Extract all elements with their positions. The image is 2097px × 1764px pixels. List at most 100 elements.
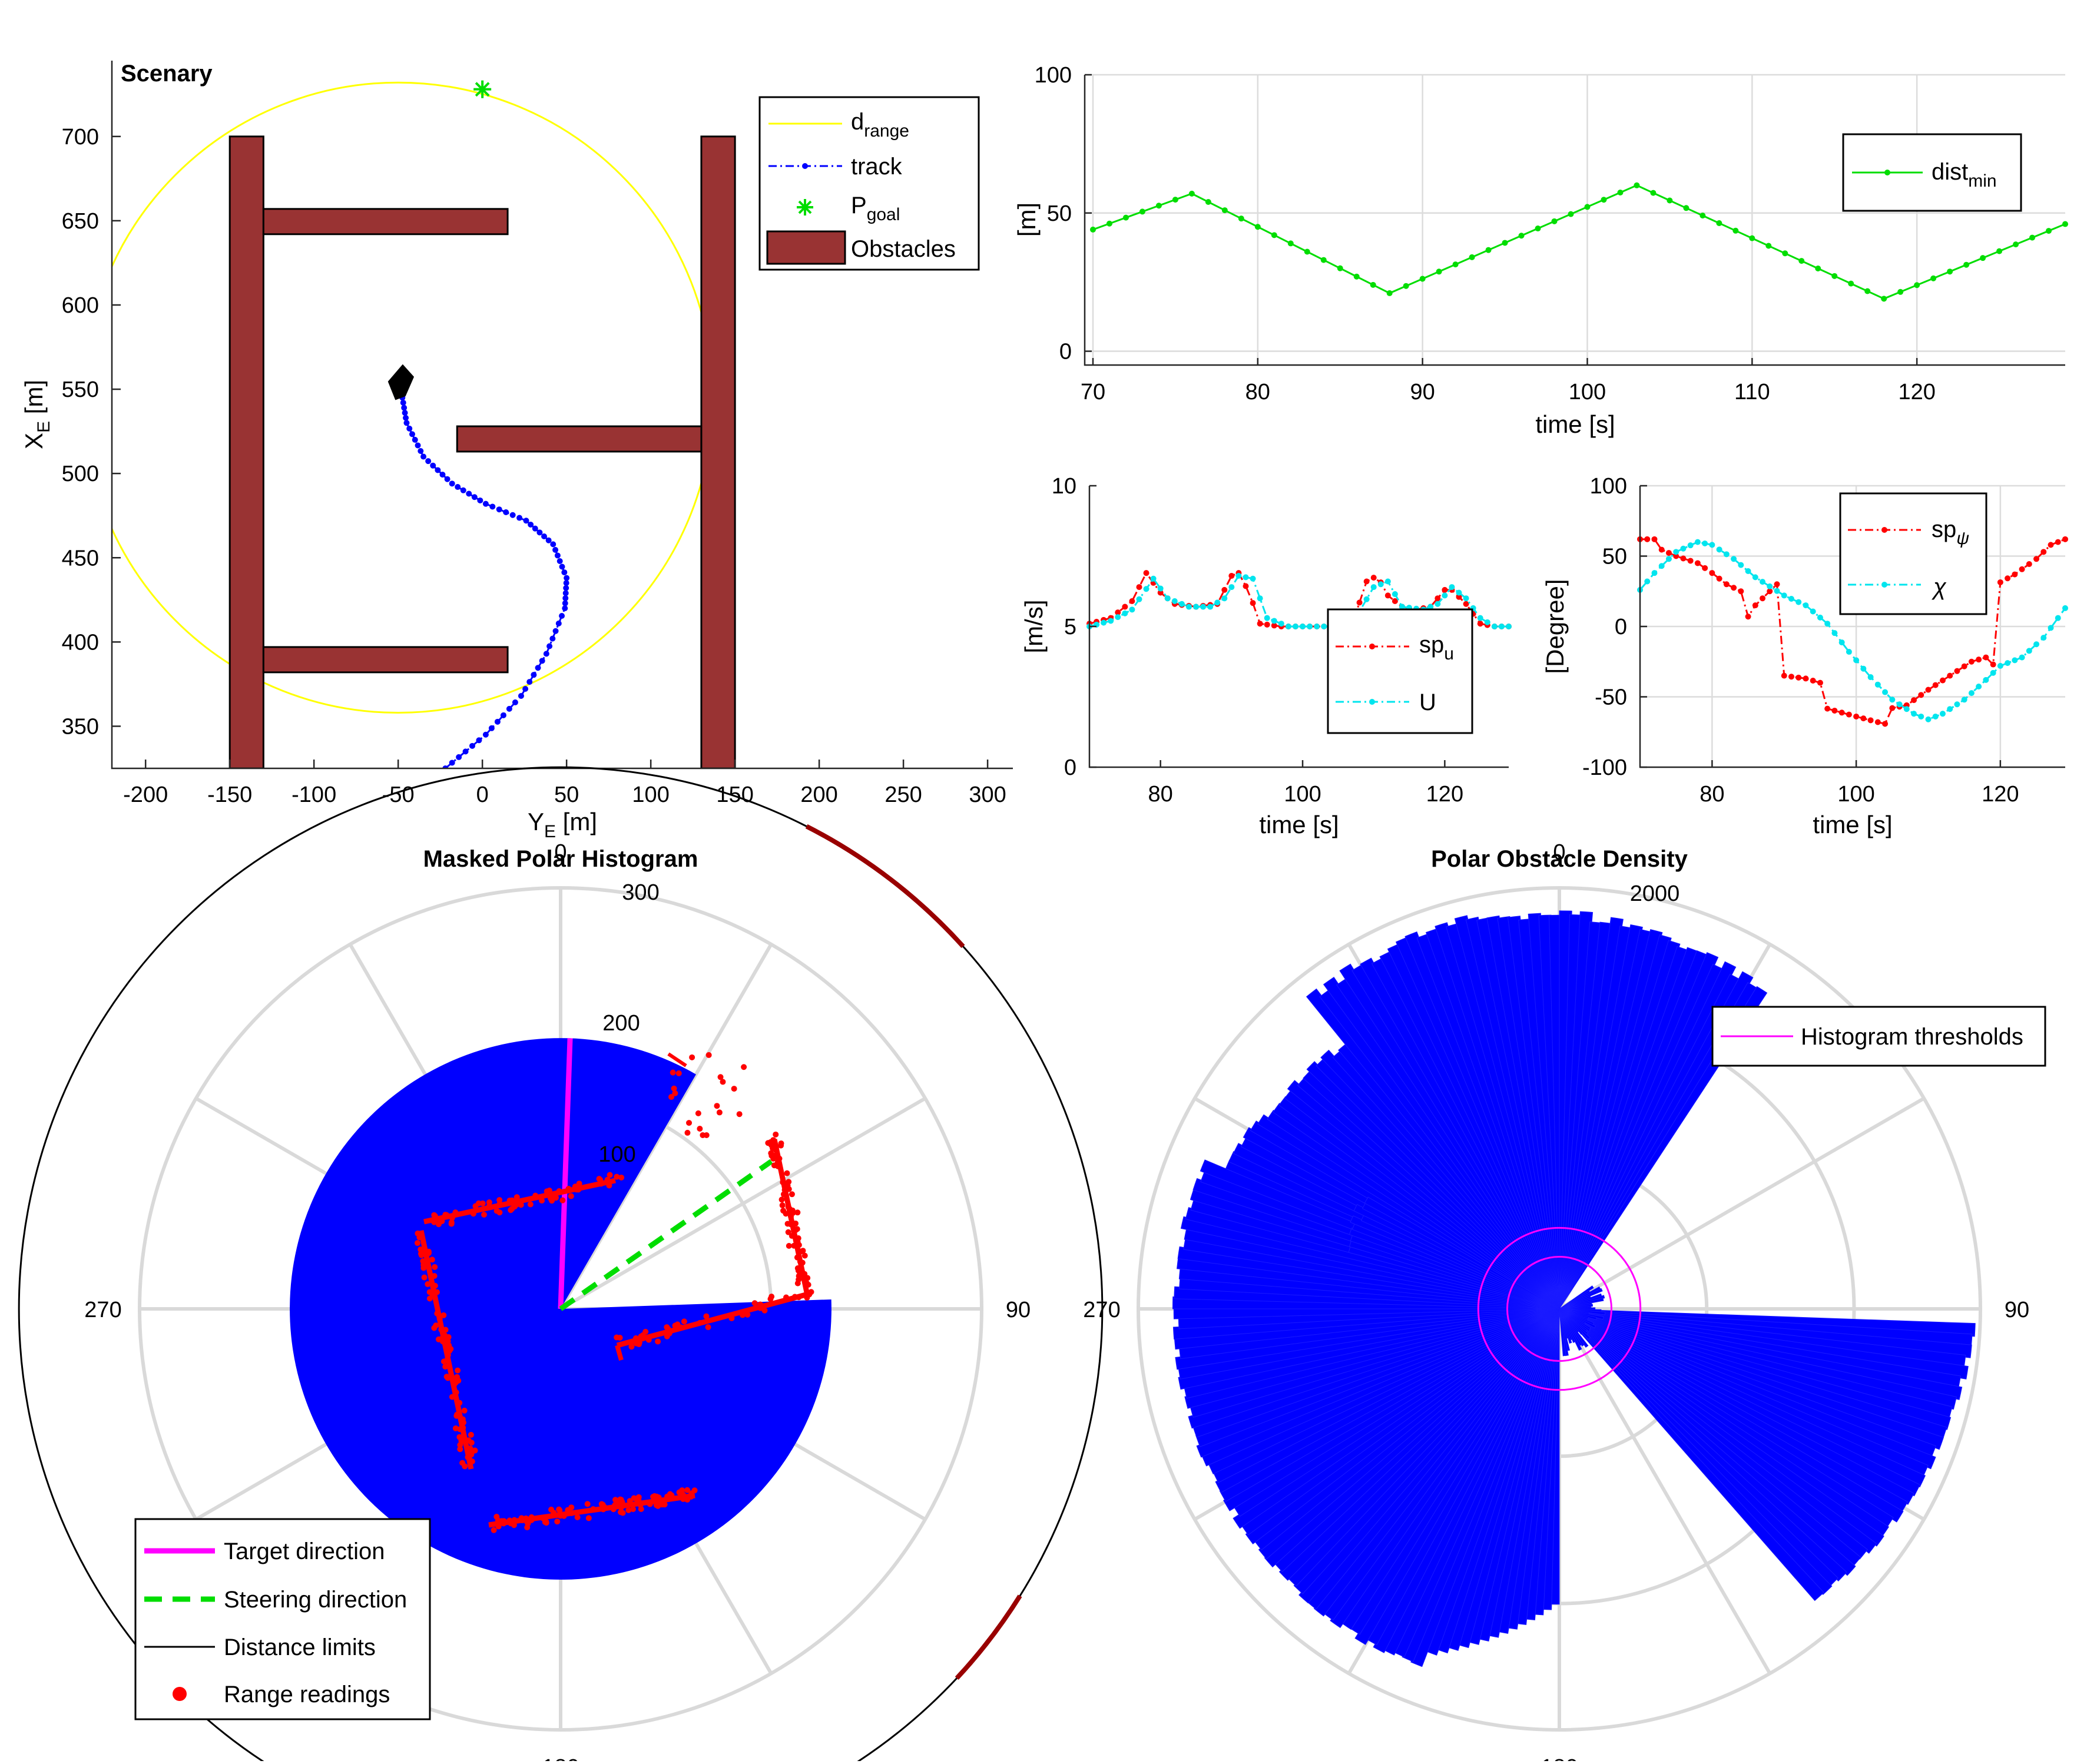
x-tick-label: 110 <box>1734 380 1770 404</box>
distance-grid <box>1085 74 2065 365</box>
range-reading-point <box>801 1252 808 1259</box>
series-point-1 <box>1911 711 1917 717</box>
series-point-1 <box>1463 595 1469 602</box>
series-point-1 <box>1731 556 1737 562</box>
x-tick-label: 50 <box>554 782 579 807</box>
track-point <box>562 605 568 612</box>
legend-readings-marker <box>173 1687 187 1701</box>
density-bar <box>1435 922 1560 1309</box>
track-point <box>462 748 469 755</box>
series-point-0 <box>2062 221 2068 227</box>
range-reading-point <box>452 1211 459 1217</box>
series-point-1 <box>1157 585 1164 592</box>
series-point-1 <box>1292 624 1298 629</box>
series-point-1 <box>1702 540 1708 546</box>
range-reading-point <box>442 1327 449 1333</box>
track-point <box>518 692 524 699</box>
legend-spu-label: spu <box>1419 632 1454 664</box>
series-point-1 <box>1889 697 1896 703</box>
theta-label: 0 <box>1553 840 1565 865</box>
y-tick-label: 500 <box>62 462 99 486</box>
range-reading-point <box>635 1494 642 1500</box>
series-point-0 <box>1650 190 1657 196</box>
series-point-0 <box>1968 658 1975 665</box>
range-reading-point <box>671 1085 677 1092</box>
legend-chi-marker <box>1881 582 1887 588</box>
heading-ticks: 80 100 120 -100 -50 0 50 100 <box>1582 474 2019 807</box>
series-point-1 <box>1498 624 1505 629</box>
range-reading-point <box>426 1295 433 1302</box>
x-tick-label: -100 <box>291 782 336 807</box>
series-point-1 <box>1716 546 1722 553</box>
range-reading-point <box>446 1342 452 1348</box>
x-tick-label: 150 <box>716 782 753 807</box>
legend-goal-label: Pgoal <box>851 193 900 224</box>
range-reading-point <box>548 1506 555 1513</box>
density-bar <box>1404 931 1560 1309</box>
series-point-1 <box>1745 568 1751 574</box>
density-ring <box>1137 886 1982 1732</box>
series-point-0 <box>1716 220 1722 226</box>
series-point-0 <box>1243 583 1249 589</box>
distance-limit-circle <box>18 766 1104 1764</box>
range-reading-point <box>741 1064 747 1070</box>
series-point-1 <box>1817 614 1823 621</box>
range-reading-point <box>457 1446 463 1453</box>
heading-ylabel: [Degree] <box>1541 579 1569 674</box>
range-reading-point <box>452 1425 459 1431</box>
range-reading-point <box>576 1181 582 1187</box>
obstacle-1 <box>262 208 509 236</box>
series-point-1 <box>2055 615 2061 621</box>
series-point-0 <box>1122 604 1128 610</box>
track-point <box>554 552 561 559</box>
series-point-0 <box>1136 584 1142 591</box>
theta-label: 180 <box>1541 1755 1578 1761</box>
series-point-0 <box>1881 296 1887 302</box>
track-point <box>449 760 455 766</box>
series-point-0 <box>1918 692 1924 698</box>
y-tick-label: 450 <box>62 546 99 571</box>
series-point-0 <box>1680 555 1687 562</box>
series-point-0 <box>1911 697 1917 704</box>
legend-sppsi-label: spψ <box>1932 516 1969 548</box>
range-reading-point <box>787 1209 793 1215</box>
series-point-0 <box>1760 595 1766 602</box>
series-point-0 <box>1419 276 1426 282</box>
legend-chi-label: χ <box>1932 574 1947 600</box>
range-reading-point <box>688 1493 694 1500</box>
series-point-1 <box>1990 669 1996 676</box>
range-reading-point <box>645 1337 652 1343</box>
heading-data-layer <box>1637 536 2068 727</box>
steering-direction-line <box>559 1159 773 1311</box>
series-point-0 <box>1122 214 1129 221</box>
range-reading-point <box>789 1191 795 1198</box>
range-reading-point <box>616 1498 622 1504</box>
range-reading-point <box>638 1506 644 1512</box>
y-tick-label: 0 <box>1059 340 1072 364</box>
range-reading-point <box>625 1507 632 1513</box>
legend-drange-label: drange <box>851 109 909 141</box>
series-point-1 <box>1947 706 1953 712</box>
range-reading-point <box>796 1276 802 1283</box>
density-polar-ticks: 0 90 180 270 2000 <box>1083 840 2029 1764</box>
range-reading-point <box>481 1212 487 1218</box>
density-bar <box>1507 916 1560 1309</box>
range-reading-point <box>618 1174 625 1181</box>
series-point-0 <box>1568 211 1574 217</box>
threshold-circle <box>1506 1255 1613 1362</box>
track-point <box>543 651 549 657</box>
scenario-ticks: -200 -150 -100 -50 0 50 100 150 200 250 300 350 400 4… <box>62 125 1006 807</box>
obstacle-4 <box>456 425 703 453</box>
range-reading-point <box>518 1515 525 1521</box>
radius-label: 300 <box>622 880 659 905</box>
density-bar <box>1559 1308 1833 1595</box>
range-reading-point <box>518 1202 524 1208</box>
track-point <box>500 712 506 718</box>
track-point <box>562 590 569 596</box>
track-point <box>531 672 537 678</box>
range-reading-point <box>761 1307 768 1314</box>
series-point-0 <box>2055 539 2061 545</box>
series-point-1 <box>1853 657 1860 664</box>
series-point-0 <box>1238 215 1244 222</box>
threshold-circle <box>1477 1226 1642 1391</box>
